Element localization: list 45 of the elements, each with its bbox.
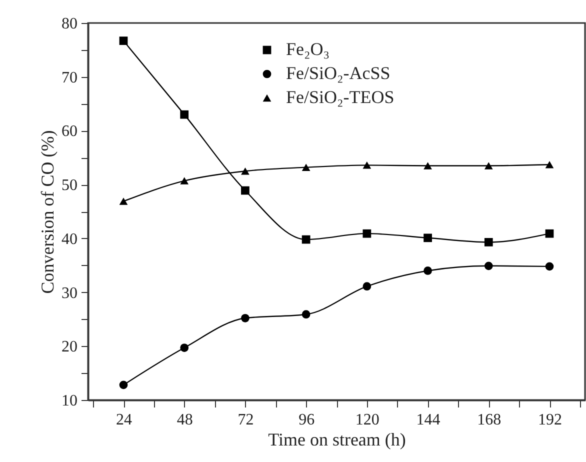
point [180,177,189,184]
point [545,262,554,271]
y-tick-label: 40 [62,230,78,248]
point [241,314,250,322]
y-tick-label: 70 [62,69,78,86]
legend-label: Fe/SiO₂-AcSS [286,63,390,83]
point [362,162,372,169]
y-axis-title: Conversion of CO (%) [38,130,58,294]
y-tick-label: 60 [62,123,78,140]
point [484,262,493,270]
y-tick-label: 20 [62,338,78,356]
point [302,235,310,244]
point [424,162,432,170]
point [484,162,493,170]
x-axis-title: Time on stream (h) [268,430,406,450]
legend-label: Fe/SiO₂-TEOS [286,87,394,107]
x-tick-label: 192 [538,412,562,428]
x-tick-label: 96 [298,412,315,428]
x-tick-label: 72 [238,412,254,428]
point [545,161,554,168]
point [119,36,128,45]
point [362,229,372,238]
x-tick-label: 168 [477,412,502,428]
x-tick-label: 24 [116,412,132,428]
point [302,310,310,319]
x-tick-label: 48 [176,412,193,428]
point [302,164,310,171]
point [241,186,250,195]
point [424,266,432,275]
legend-label: Fe₂O₃ [286,39,330,59]
point [545,229,554,238]
y-tick-label: 80 [62,16,78,32]
point [241,167,250,175]
x-tick-label: 120 [355,412,380,428]
point [424,234,432,242]
point [484,238,493,246]
point [180,110,189,119]
point [180,344,189,352]
point [119,380,128,390]
x-tick-label: 144 [416,412,440,428]
y-tick-label: 50 [62,177,78,194]
point [119,198,128,205]
y-tick-label: 30 [62,284,78,302]
y-tick-label: 10 [62,392,78,410]
point [362,282,372,291]
